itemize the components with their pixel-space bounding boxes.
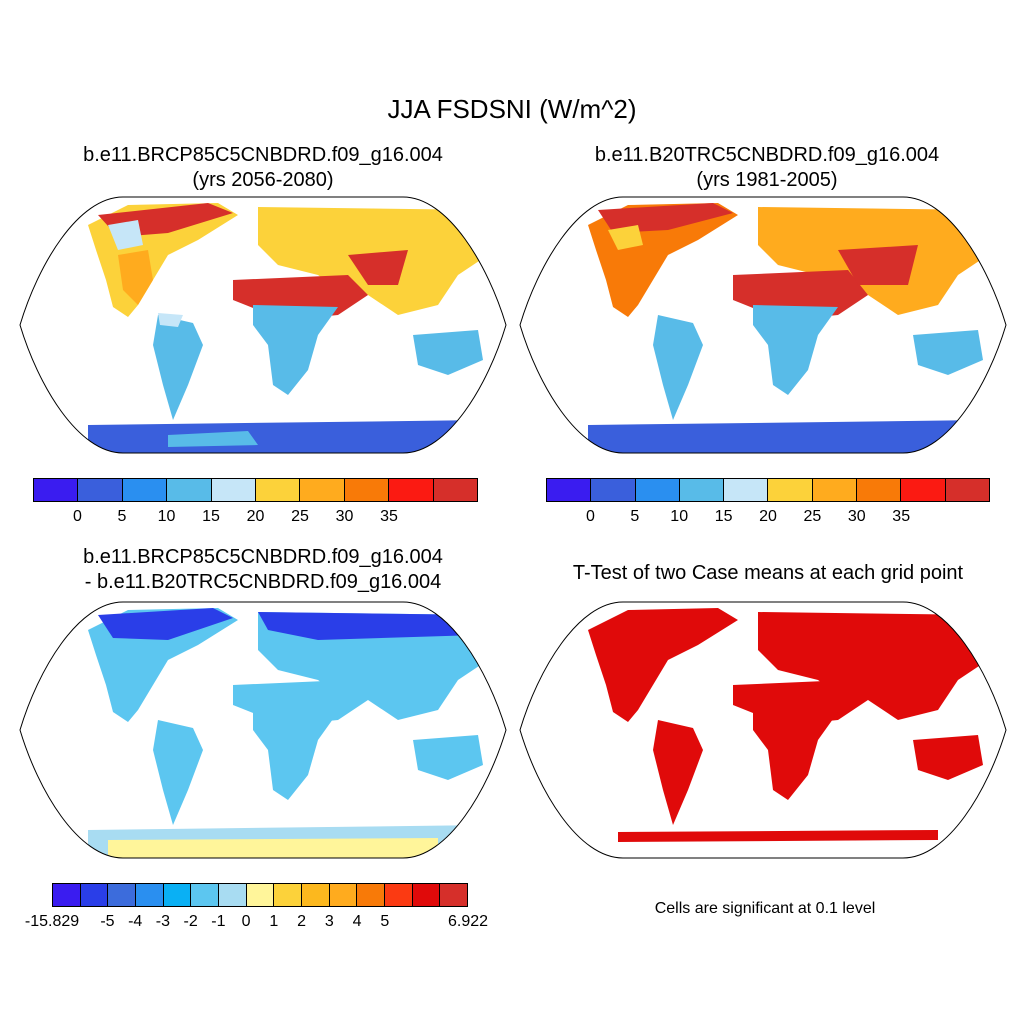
map-panel-historical	[519, 196, 1007, 454]
colorbar-tick-label: 5	[117, 508, 127, 525]
colorbar-tick-label: 2	[297, 913, 307, 930]
colorbar-swatch	[34, 479, 79, 501]
colorbar-tick-label: 25	[291, 508, 309, 525]
colorbar-swatch	[274, 884, 303, 906]
panel-1-title: b.e11.BRCP85C5CNBDRD.f09_g16.004 (yrs 20…	[18, 143, 508, 193]
colorbar-swatch	[385, 884, 413, 906]
colorbar-tick-label: -3	[155, 913, 171, 930]
colorbar-swatch	[812, 479, 858, 501]
panel-1-title-line2: (yrs 2056-2080)	[192, 169, 334, 191]
colorbar-tick-label: 10	[157, 508, 176, 525]
colorbar-tick-label: 5	[380, 913, 390, 930]
colorbar-swatch	[433, 479, 478, 501]
colorbar-swatch	[211, 479, 257, 501]
colorbar-swatch	[329, 884, 358, 906]
colorbar-tick-label: -2	[183, 913, 198, 930]
panel-3-title-line1: b.e11.BRCP85C5CNBDRD.f09_g16.004	[83, 546, 443, 568]
colorbar-tick-label: 10	[670, 508, 689, 525]
colorbar-swatch	[724, 479, 769, 501]
colorbar-swatch	[122, 479, 168, 501]
colorbar-swatch	[440, 884, 468, 906]
colorbar-panel-1-labels: 0 5 10 15 20 25 30 35	[33, 508, 478, 528]
panel-3-title-line2: - b.e11.B20TRC5CNBDRD.f09_g16.004	[84, 571, 442, 593]
colorbar-tick-label: 1	[269, 913, 279, 930]
panel-2-title-line2: (yrs 1981-2005)	[696, 169, 838, 191]
panel-2-title: b.e11.B20TRC5CNBDRD.f09_g16.004 (yrs 198…	[522, 143, 1012, 193]
colorbar-swatch	[901, 479, 946, 501]
colorbar-swatch	[219, 884, 247, 906]
significance-note: Cells are significant at 0.1 level	[654, 900, 876, 917]
colorbar-tick-label: 20	[246, 508, 265, 525]
colorbar-swatch	[246, 884, 275, 906]
colorbar-tick-label: -15.829	[24, 913, 80, 930]
colorbar-swatch	[80, 884, 109, 906]
colorbar-swatch	[256, 479, 301, 501]
colorbar-tick-label: 20	[759, 508, 777, 525]
map-panel-difference	[19, 601, 507, 859]
map-panel-ttest	[519, 601, 1007, 859]
colorbar-tick-label: -1	[211, 913, 226, 930]
colorbar-swatch	[136, 884, 164, 906]
colorbar-panel-3	[52, 883, 468, 907]
colorbar-swatch	[591, 479, 636, 501]
colorbar-swatch	[191, 884, 220, 906]
colorbar-swatch	[679, 479, 725, 501]
colorbar-tick-label: 4	[352, 913, 362, 930]
colorbar-swatch	[302, 884, 330, 906]
panel-2-title-line1: b.e11.B20TRC5CNBDRD.f09_g16.004	[594, 144, 940, 166]
colorbar-swatch	[635, 479, 680, 501]
colorbar-swatch	[108, 884, 137, 906]
map-panel-future	[19, 196, 507, 454]
colorbar-swatch	[163, 884, 192, 906]
colorbar-swatch	[357, 884, 386, 906]
colorbar-swatch	[167, 479, 212, 501]
colorbar-swatch	[857, 479, 902, 501]
colorbar-swatch	[547, 479, 592, 501]
colorbar-panel-3-labels: -15.829 -5 -4 -3 -2 -1 0 1 2 3 4 5 6.922	[25, 913, 488, 933]
colorbar-tick-label: 35	[380, 508, 398, 525]
colorbar-tick-label: 30	[335, 508, 354, 525]
colorbar-tick-label: 0	[585, 508, 595, 525]
colorbar-tick-label: 0	[73, 508, 82, 525]
colorbar-tick-label: 5	[630, 508, 640, 525]
main-title: JJA FSDSNI (W/m^2)	[387, 94, 637, 124]
colorbar-swatch	[78, 479, 123, 501]
colorbar-tick-label: 15	[202, 508, 220, 525]
colorbar-panel-2	[546, 478, 990, 502]
colorbar-swatch	[344, 479, 390, 501]
colorbar-tick-label: 0	[241, 913, 251, 930]
panel-4-title: T-Test of two Case means at each grid po…	[572, 562, 964, 584]
colorbar-tick-label: 3	[324, 913, 334, 930]
colorbar-swatch	[53, 884, 81, 906]
colorbar-swatch	[945, 479, 989, 501]
colorbar-swatch	[412, 884, 441, 906]
colorbar-tick-label: 35	[892, 508, 911, 525]
colorbar-swatch	[389, 479, 434, 501]
colorbar-tick-label: 30	[847, 508, 866, 525]
colorbar-panel-2-labels: 0 5 10 15 20 25 30 35	[546, 508, 990, 528]
colorbar-tick-label: 15	[714, 508, 733, 525]
panel-1-title-line1: b.e11.BRCP85C5CNBDRD.f09_g16.004	[83, 144, 443, 166]
colorbar-swatch	[768, 479, 813, 501]
colorbar-swatch	[300, 479, 345, 501]
colorbar-tick-label: -4	[128, 913, 143, 930]
colorbar-tick-label: -5	[100, 913, 115, 930]
colorbar-tick-label: 25	[803, 508, 822, 525]
colorbar-tick-label: 6.922	[447, 913, 489, 930]
panel-3-title: b.e11.BRCP85C5CNBDRD.f09_g16.004 - b.e11…	[8, 545, 518, 595]
colorbar-panel-1	[33, 478, 478, 502]
